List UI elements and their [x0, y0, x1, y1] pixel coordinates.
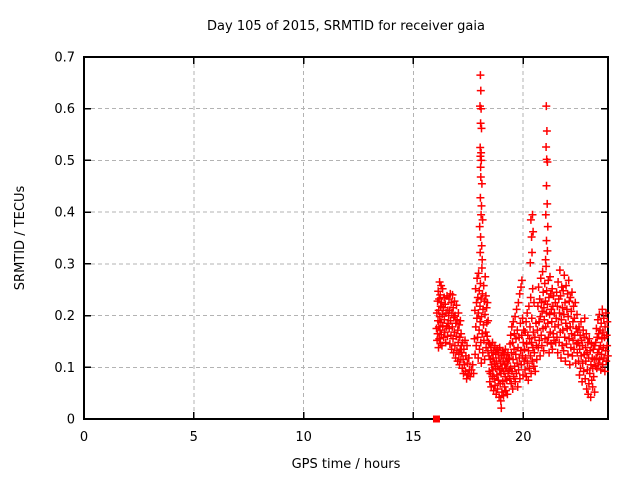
- x-tick-label: 5: [190, 430, 198, 445]
- y-tick-label: 0.5: [54, 154, 75, 169]
- scatter-plus-markers: [432, 71, 612, 413]
- tick-labels: 0 5 10 15 20 0 0.1 0.2 0.3 0.4 0.5 0.6 0.7: [54, 51, 531, 446]
- data-points: [432, 71, 612, 423]
- x-tick-label: 0: [80, 430, 88, 445]
- x-tick-label: 10: [295, 430, 312, 445]
- x-tick-label: 20: [515, 430, 532, 445]
- x-tick-label: 15: [405, 430, 422, 445]
- y-tick-label: 0: [67, 413, 75, 428]
- chart-title: Day 105 of 2015, SRMTID for receiver gai…: [207, 19, 485, 34]
- y-tick-label: 0.4: [54, 206, 75, 221]
- y-tick-label: 0.7: [54, 51, 75, 66]
- y-tick-label: 0.3: [54, 257, 75, 272]
- scatter-square-marker: [432, 415, 440, 423]
- y-tick-label: 0.6: [54, 102, 75, 117]
- x-axis-label: GPS time / hours: [292, 457, 401, 472]
- y-tick-label: 0.2: [54, 309, 75, 324]
- plot-border: [83, 56, 609, 420]
- y-axis-label: SRMTID / TECUs: [13, 186, 28, 291]
- y-tick-label: 0.1: [54, 361, 75, 376]
